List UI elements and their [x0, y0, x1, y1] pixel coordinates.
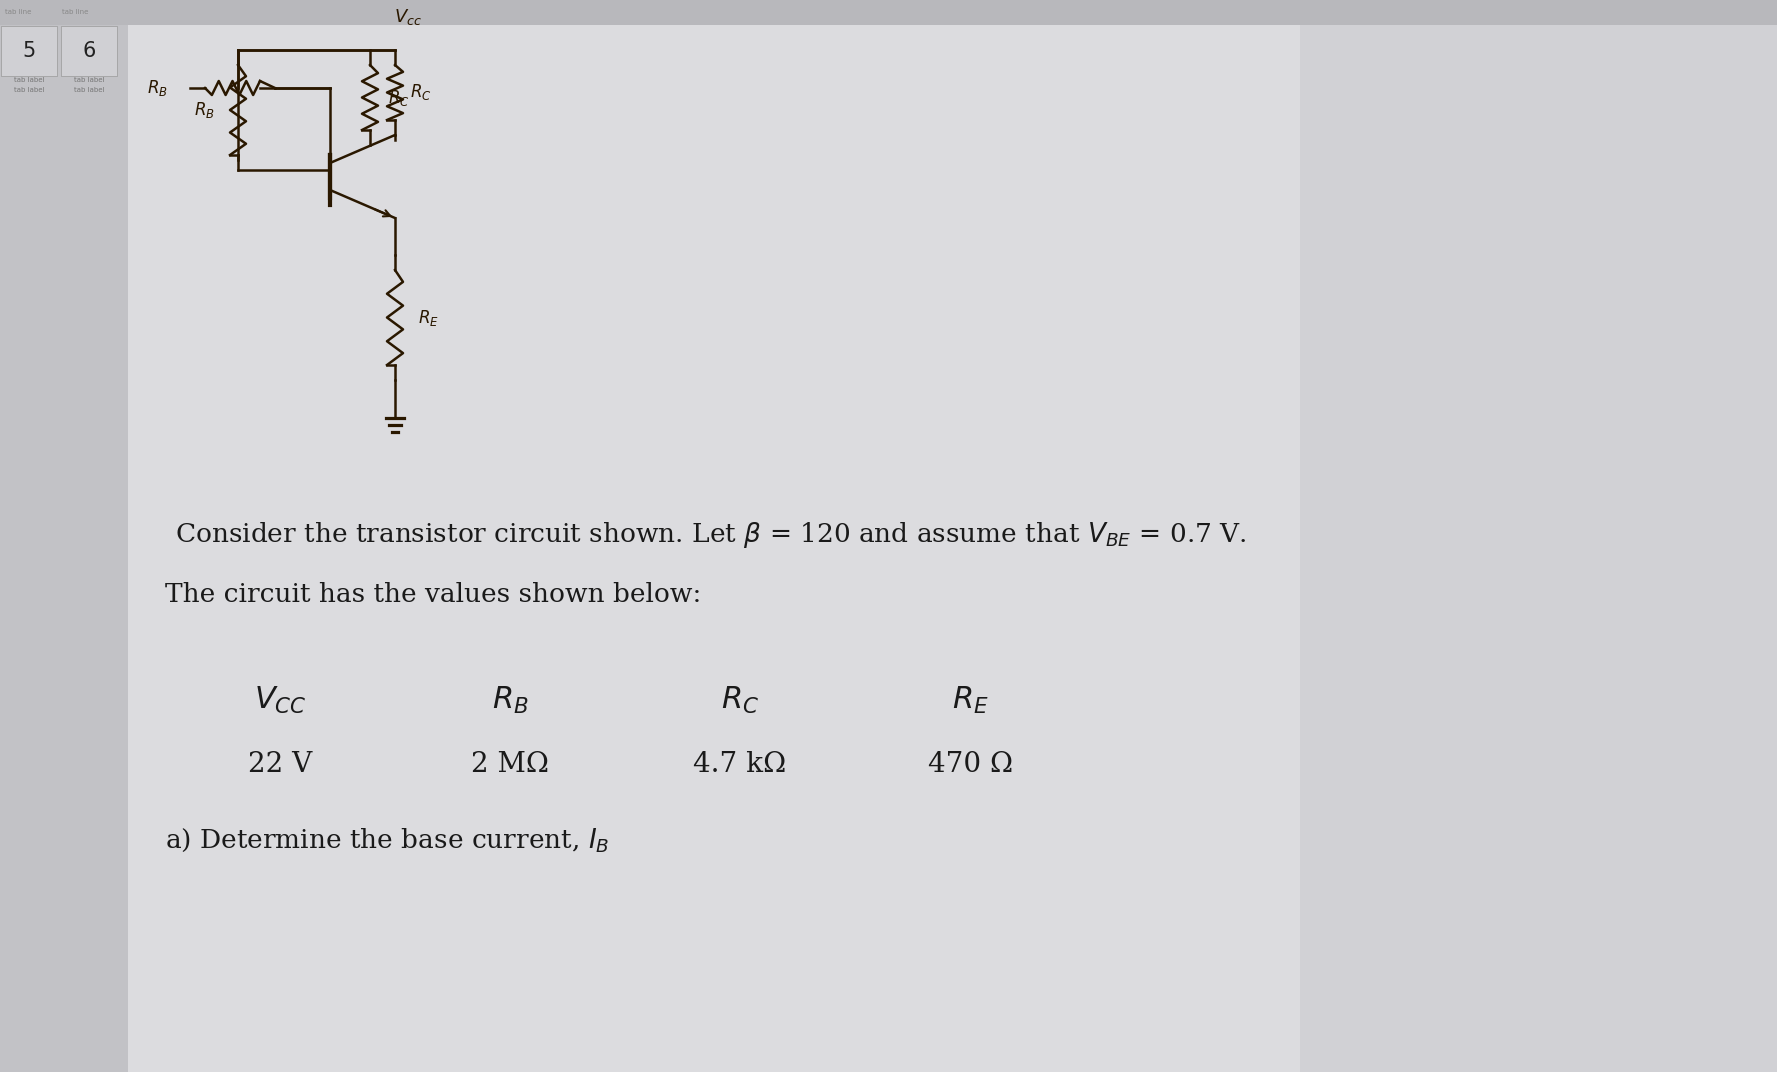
- Text: 4.7 kΩ: 4.7 kΩ: [693, 751, 787, 778]
- Text: tab label: tab label: [75, 87, 105, 93]
- Text: $V_{cc}$: $V_{cc}$: [394, 8, 421, 27]
- Text: Consider the transistor circuit shown. Let $\beta$ = 120 and assume that $V_{BE}: Consider the transistor circuit shown. L…: [174, 520, 1246, 550]
- Text: $R_E$: $R_E$: [952, 684, 988, 715]
- Text: tab label: tab label: [75, 77, 105, 83]
- Text: $R_C$: $R_C$: [387, 88, 410, 107]
- Text: 470 Ω: 470 Ω: [928, 751, 1013, 778]
- Text: tab label: tab label: [14, 87, 44, 93]
- FancyBboxPatch shape: [60, 26, 117, 76]
- Text: 2 MΩ: 2 MΩ: [471, 751, 549, 778]
- Bar: [0, 0, 128, 1072]
- Bar: [1301, 0, 1777, 1072]
- Text: tab line: tab line: [62, 9, 89, 15]
- Text: $R_C$: $R_C$: [721, 684, 759, 715]
- Text: $R_E$: $R_E$: [418, 308, 439, 328]
- Text: tab label: tab label: [14, 77, 44, 83]
- Text: 5: 5: [23, 41, 36, 61]
- Text: $R_C$: $R_C$: [410, 81, 432, 102]
- Text: a) Determine the base current, $I_B$: a) Determine the base current, $I_B$: [165, 827, 610, 854]
- Text: 6: 6: [82, 41, 96, 61]
- Text: $R_B$: $R_B$: [147, 78, 169, 98]
- Text: tab line: tab line: [5, 9, 32, 15]
- Text: 22 V: 22 V: [247, 751, 313, 778]
- Text: The circuit has the values shown below:: The circuit has the values shown below:: [165, 582, 702, 608]
- FancyBboxPatch shape: [2, 26, 57, 76]
- Text: $R_B$: $R_B$: [194, 100, 215, 120]
- Bar: [0, 0, 1777, 25]
- Text: $V_{CC}$: $V_{CC}$: [254, 684, 306, 715]
- Text: $R_B$: $R_B$: [492, 684, 528, 715]
